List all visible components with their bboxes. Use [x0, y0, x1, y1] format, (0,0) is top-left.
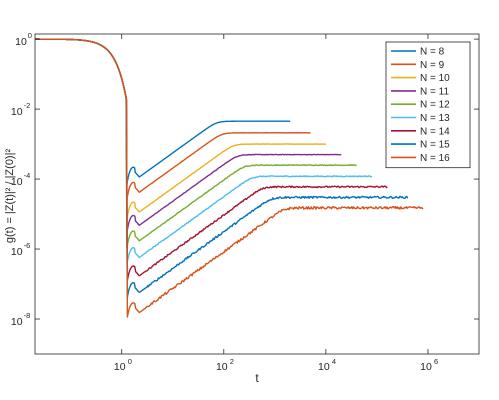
y-tick-exponent: -2: [24, 101, 31, 110]
legend-label: N = 16: [420, 153, 450, 164]
legend-label: N = 13: [420, 113, 450, 124]
y-tick-exponent: -6: [24, 241, 31, 250]
legend-label: N = 11: [420, 86, 449, 97]
legend-label: N = 9: [420, 60, 445, 71]
plot-frame: [34, 33, 480, 355]
series-line-9: [35, 38, 424, 318]
legend-label: N = 8: [420, 47, 445, 58]
x-tick-exponent: 6: [434, 357, 438, 366]
y-tick-label: 10: [11, 316, 23, 328]
x-tick-label: 10: [318, 361, 330, 373]
x-tick-exponent: 0: [128, 357, 132, 366]
legend-label: N = 15: [420, 140, 450, 151]
legend-label: N = 12: [420, 100, 450, 111]
x-tick-label: 10: [420, 361, 432, 373]
y-tick-exponent: -4: [24, 171, 31, 180]
x-tick-label: 10: [216, 361, 228, 373]
y-axis-label: g(t) = |Z(t)|² / |Z(0)|²: [4, 149, 16, 244]
y-tick-exponent: -8: [24, 311, 31, 320]
x-tick-label: 10: [114, 361, 126, 373]
y-tick-label: 10: [15, 36, 27, 48]
y-tick-label: 10: [11, 246, 23, 258]
x-tick-exponent: 2: [230, 357, 234, 366]
x-axis-label: t: [255, 371, 259, 385]
y-tick-label: 10: [11, 176, 23, 188]
y-tick-label: 10: [11, 106, 23, 118]
y-tick-exponent: 0: [28, 31, 32, 40]
legend: N = 8 N = 9 N = 10 N = 11 N = 12 N = 13 N = 14…: [385, 41, 471, 169]
legend-label: N = 10: [420, 73, 450, 84]
x-tick-exponent: 4: [332, 357, 336, 366]
series-layer: [34, 38, 424, 318]
legend-label: N = 14: [420, 126, 450, 137]
